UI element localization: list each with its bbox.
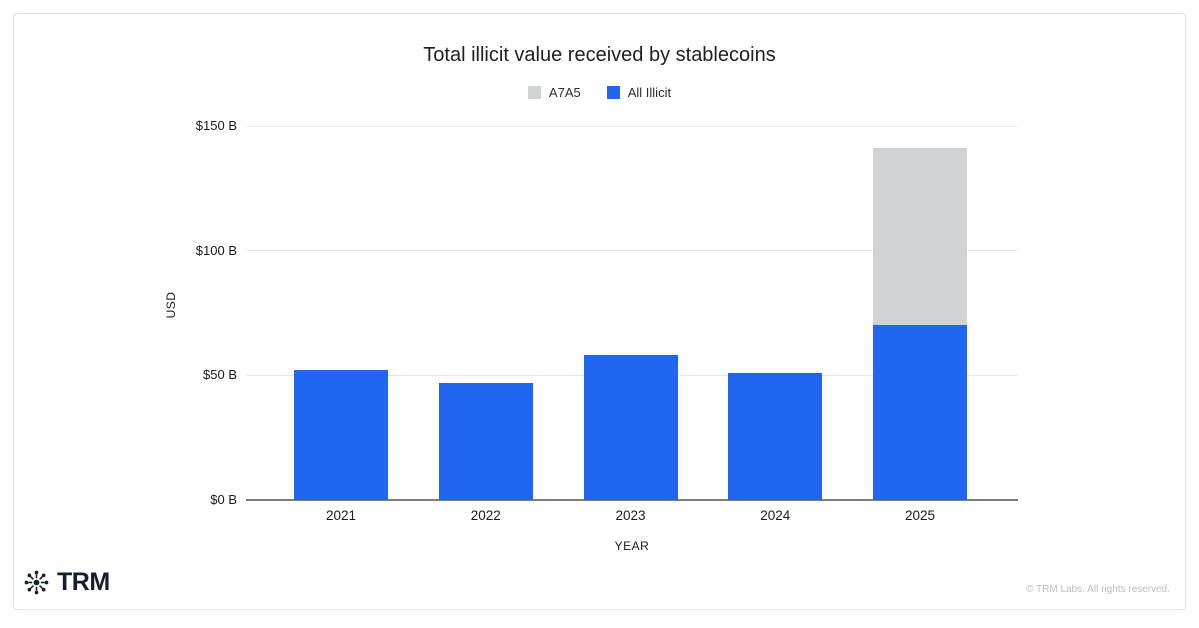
y-tick-label: $0 B (210, 492, 237, 507)
starburst-icon (24, 570, 49, 595)
legend-item-a7a5: A7A5 (527, 85, 581, 100)
copyright-text: © TRM Labs. All rights reserved. (1026, 584, 1170, 595)
chart-legend: A7A5 All Illicit (13, 85, 1186, 100)
legend-label-a7a5: A7A5 (548, 85, 581, 100)
x-axis-title: YEAR (614, 539, 650, 553)
bar-2024-all-illicit (728, 372, 823, 500)
x-tick-label: 2021 (325, 508, 357, 523)
y-tick-label: $100 B (195, 242, 237, 258)
x-tick-label: 2025 (904, 508, 936, 523)
gridline (246, 250, 1018, 252)
legend-label-all-illicit: All Illicit (627, 85, 672, 100)
all-illicit-swatch-icon (606, 86, 620, 99)
x-tick-label: 2024 (760, 508, 791, 523)
x-axis-baseline (246, 499, 1018, 501)
bar-2023-all-illicit (583, 355, 678, 500)
bar-2022-all-illicit (438, 382, 533, 500)
y-axis-title: USD (164, 291, 178, 319)
x-tick-label: 2023 (615, 508, 646, 523)
x-tick-label: 2022 (470, 508, 501, 523)
gridline (246, 125, 1018, 127)
bar-2025-a7a5 (873, 148, 967, 326)
trm-logo: TRM (23, 568, 110, 597)
y-tick-label: $50 B (203, 367, 237, 383)
chart-card (13, 13, 1186, 610)
trm-logo-text: TRM (57, 568, 110, 596)
bar-2021-all-illicit (294, 370, 388, 500)
legend-item-all-illicit: All Illicit (606, 85, 672, 100)
a7a5-swatch-icon (527, 86, 541, 99)
bar-2025-all-illicit (873, 325, 967, 500)
chart-title: Total illicit value received by stableco… (423, 44, 776, 66)
y-tick-label: $150 B (195, 118, 237, 133)
